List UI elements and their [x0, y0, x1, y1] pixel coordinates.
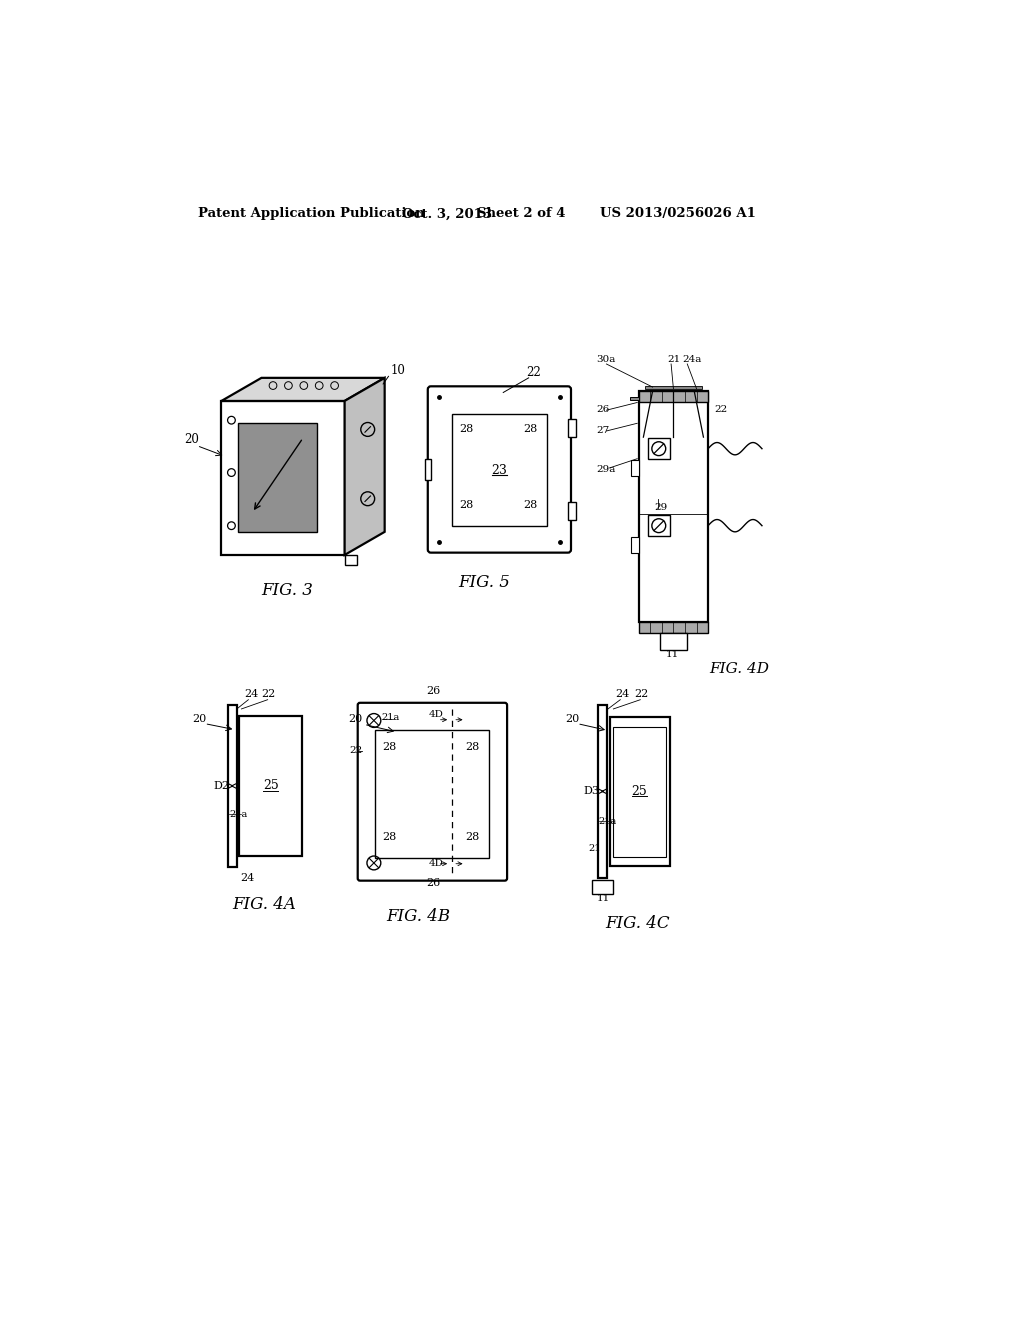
- Text: Sheet 2 of 4: Sheet 2 of 4: [477, 207, 565, 220]
- Text: 25: 25: [632, 785, 647, 797]
- Polygon shape: [631, 537, 639, 553]
- Text: 20: 20: [348, 714, 362, 725]
- Text: 23: 23: [492, 463, 507, 477]
- Text: 10: 10: [391, 364, 406, 378]
- Text: FIG. 4C: FIG. 4C: [605, 915, 670, 932]
- Text: FIG. 4D: FIG. 4D: [710, 661, 770, 676]
- FancyBboxPatch shape: [428, 387, 571, 553]
- Text: 20: 20: [193, 714, 207, 725]
- Text: Patent Application Publication: Patent Application Publication: [199, 207, 425, 220]
- Text: 29a: 29a: [596, 465, 615, 474]
- FancyBboxPatch shape: [357, 702, 507, 880]
- Polygon shape: [568, 418, 575, 437]
- Text: 4D: 4D: [429, 859, 443, 869]
- FancyBboxPatch shape: [376, 730, 489, 858]
- Text: 24: 24: [241, 873, 255, 883]
- Text: 28: 28: [382, 832, 396, 842]
- Polygon shape: [568, 502, 575, 520]
- Text: 26: 26: [426, 878, 440, 888]
- Text: 28: 28: [465, 832, 479, 842]
- Text: FIG. 4B: FIG. 4B: [386, 908, 451, 925]
- FancyBboxPatch shape: [240, 715, 302, 857]
- FancyBboxPatch shape: [639, 391, 708, 622]
- Text: US 2013/0256026 A1: US 2013/0256026 A1: [600, 207, 756, 220]
- FancyBboxPatch shape: [453, 414, 547, 527]
- Text: 21: 21: [668, 355, 681, 364]
- FancyBboxPatch shape: [648, 515, 670, 536]
- Polygon shape: [221, 378, 385, 401]
- Text: 11: 11: [666, 651, 679, 660]
- FancyBboxPatch shape: [639, 391, 708, 401]
- Text: 28: 28: [459, 500, 473, 510]
- Text: 28: 28: [459, 425, 473, 434]
- FancyBboxPatch shape: [613, 726, 666, 857]
- FancyBboxPatch shape: [239, 422, 316, 532]
- Text: 22: 22: [261, 689, 275, 700]
- Polygon shape: [425, 459, 431, 480]
- Text: 30a: 30a: [596, 355, 615, 364]
- Text: 22: 22: [714, 405, 727, 414]
- Text: 29: 29: [654, 503, 668, 512]
- Text: D3: D3: [584, 787, 599, 796]
- Text: 26: 26: [426, 686, 440, 697]
- Text: 22: 22: [526, 366, 541, 379]
- Polygon shape: [631, 461, 639, 475]
- FancyBboxPatch shape: [221, 401, 345, 554]
- Text: 21: 21: [588, 845, 600, 854]
- Text: 26: 26: [596, 405, 609, 414]
- Text: 21a: 21a: [599, 817, 617, 826]
- Text: 25: 25: [263, 779, 279, 792]
- Polygon shape: [345, 378, 385, 554]
- Text: Oct. 3, 2013: Oct. 3, 2013: [401, 207, 492, 220]
- Text: FIG. 3: FIG. 3: [261, 582, 312, 599]
- FancyBboxPatch shape: [609, 718, 670, 866]
- Polygon shape: [630, 397, 639, 400]
- Text: 21a: 21a: [229, 809, 248, 818]
- FancyBboxPatch shape: [227, 705, 237, 867]
- FancyBboxPatch shape: [645, 387, 701, 388]
- Text: 28: 28: [523, 425, 538, 434]
- FancyBboxPatch shape: [598, 705, 607, 878]
- Polygon shape: [345, 554, 357, 565]
- Text: 27: 27: [596, 426, 609, 436]
- FancyBboxPatch shape: [639, 622, 708, 632]
- Text: 22: 22: [349, 746, 362, 755]
- Text: D2: D2: [214, 781, 229, 791]
- Text: 24: 24: [245, 689, 259, 700]
- Text: 21a: 21a: [382, 714, 399, 722]
- Text: 24: 24: [615, 689, 630, 700]
- Text: 20: 20: [184, 433, 200, 446]
- Text: FIG. 4A: FIG. 4A: [231, 896, 296, 913]
- Text: 24a: 24a: [683, 355, 702, 364]
- FancyBboxPatch shape: [648, 438, 670, 459]
- Text: 11: 11: [596, 895, 609, 903]
- Text: FIG. 5: FIG. 5: [458, 573, 510, 590]
- Text: 22: 22: [634, 689, 648, 700]
- Text: 28: 28: [382, 742, 396, 751]
- Text: 4D: 4D: [429, 710, 443, 719]
- Text: 28: 28: [523, 500, 538, 510]
- Text: 20: 20: [565, 714, 580, 725]
- FancyBboxPatch shape: [659, 632, 687, 649]
- FancyBboxPatch shape: [592, 880, 613, 894]
- Text: 28: 28: [465, 742, 479, 751]
